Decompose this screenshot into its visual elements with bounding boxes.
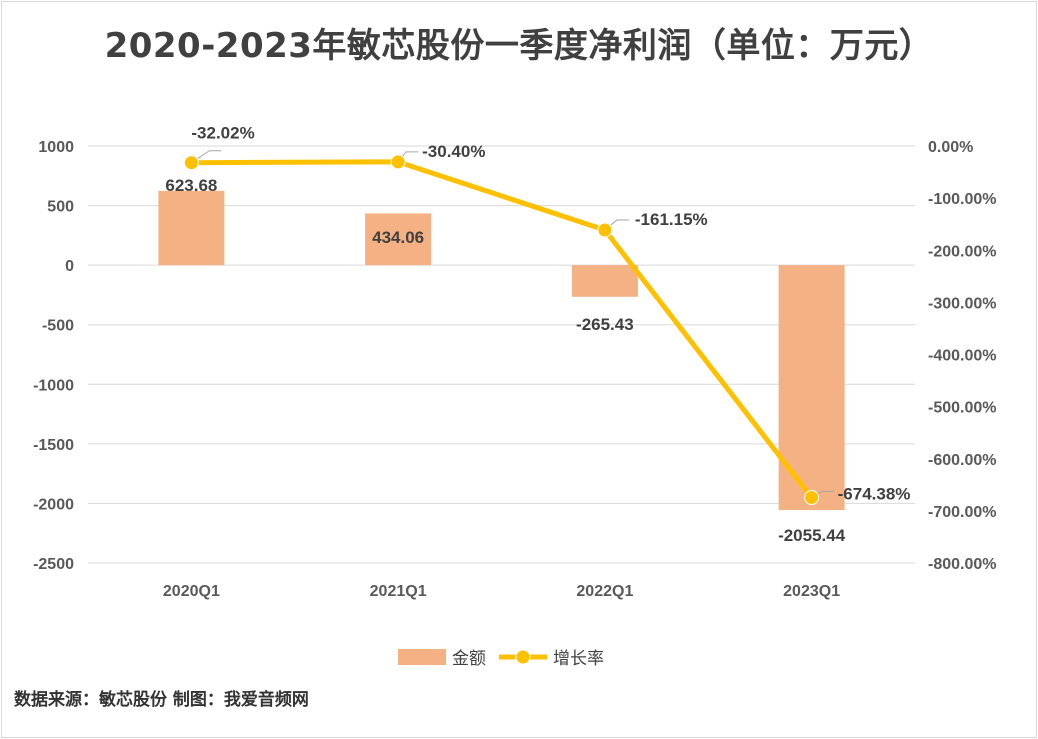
x-axis-tick: 2023Q1: [783, 583, 840, 600]
legend-marker-line: [515, 649, 531, 665]
left-axis-tick: -1000: [33, 377, 74, 394]
growth-line: [191, 159, 814, 500]
right-axis-tick: -300.00%: [928, 295, 997, 312]
x-axis-tick: 2022Q1: [576, 583, 633, 600]
left-axis-tick: -500: [42, 318, 74, 335]
bar-value-label: -2055.44: [778, 526, 846, 545]
bar-value-label: -265.43: [576, 315, 634, 334]
growth-point-2022Q1: [597, 222, 613, 238]
x-axis-tick: 2020Q1: [163, 583, 220, 600]
legend-label-bar: 金额: [452, 649, 486, 669]
right-axis-tick: -700.00%: [928, 504, 997, 521]
left-axis-tick: -1500: [33, 437, 74, 454]
right-axis-tick: -500.00%: [928, 400, 997, 417]
line-value-label: -32.02%: [191, 124, 254, 143]
line-value-label: -30.40%: [422, 142, 485, 161]
left-axis-tick: 1000: [38, 139, 74, 156]
chart-title: 2020-2023年敏芯股份一季度净利润（单位：万元）: [104, 26, 934, 66]
right-axis-tick: 0.00%: [928, 139, 973, 156]
legend-swatch-bar: [398, 649, 446, 665]
growth-point-2023Q1: [804, 490, 820, 506]
bar-2020Q1: [158, 190, 225, 266]
source-note: 数据来源：敏芯股份 制图：我爱音频网: [14, 690, 309, 710]
left-axis-tick: -2500: [33, 556, 74, 573]
right-axis-tick: -100.00%: [928, 191, 997, 208]
growth-point-2020Q1: [183, 155, 199, 171]
right-axis-tick: -600.00%: [928, 452, 997, 469]
growth-point-2021Q1: [390, 154, 406, 170]
bar-value-label: 434.06: [372, 228, 424, 247]
right-axis-tick: -200.00%: [928, 243, 997, 260]
line-value-label: -674.38%: [838, 485, 911, 504]
bar-2023Q1: [778, 265, 845, 511]
right-axis-tick: -400.00%: [928, 348, 997, 365]
left-axis-tick: 500: [47, 199, 74, 216]
bar-2022Q1: [571, 265, 638, 297]
left-axis-tick: 0: [65, 258, 74, 275]
bar-value-label: 623.68: [165, 176, 217, 195]
bar-2021Q1: [365, 213, 432, 266]
x-axis-tick: 2021Q1: [370, 583, 427, 600]
left-axis-tick: -2000: [33, 496, 74, 513]
right-axis-tick: -800.00%: [928, 556, 997, 573]
line-value-label: -161.15%: [635, 210, 708, 229]
legend-label-line: 增长率: [553, 649, 604, 669]
